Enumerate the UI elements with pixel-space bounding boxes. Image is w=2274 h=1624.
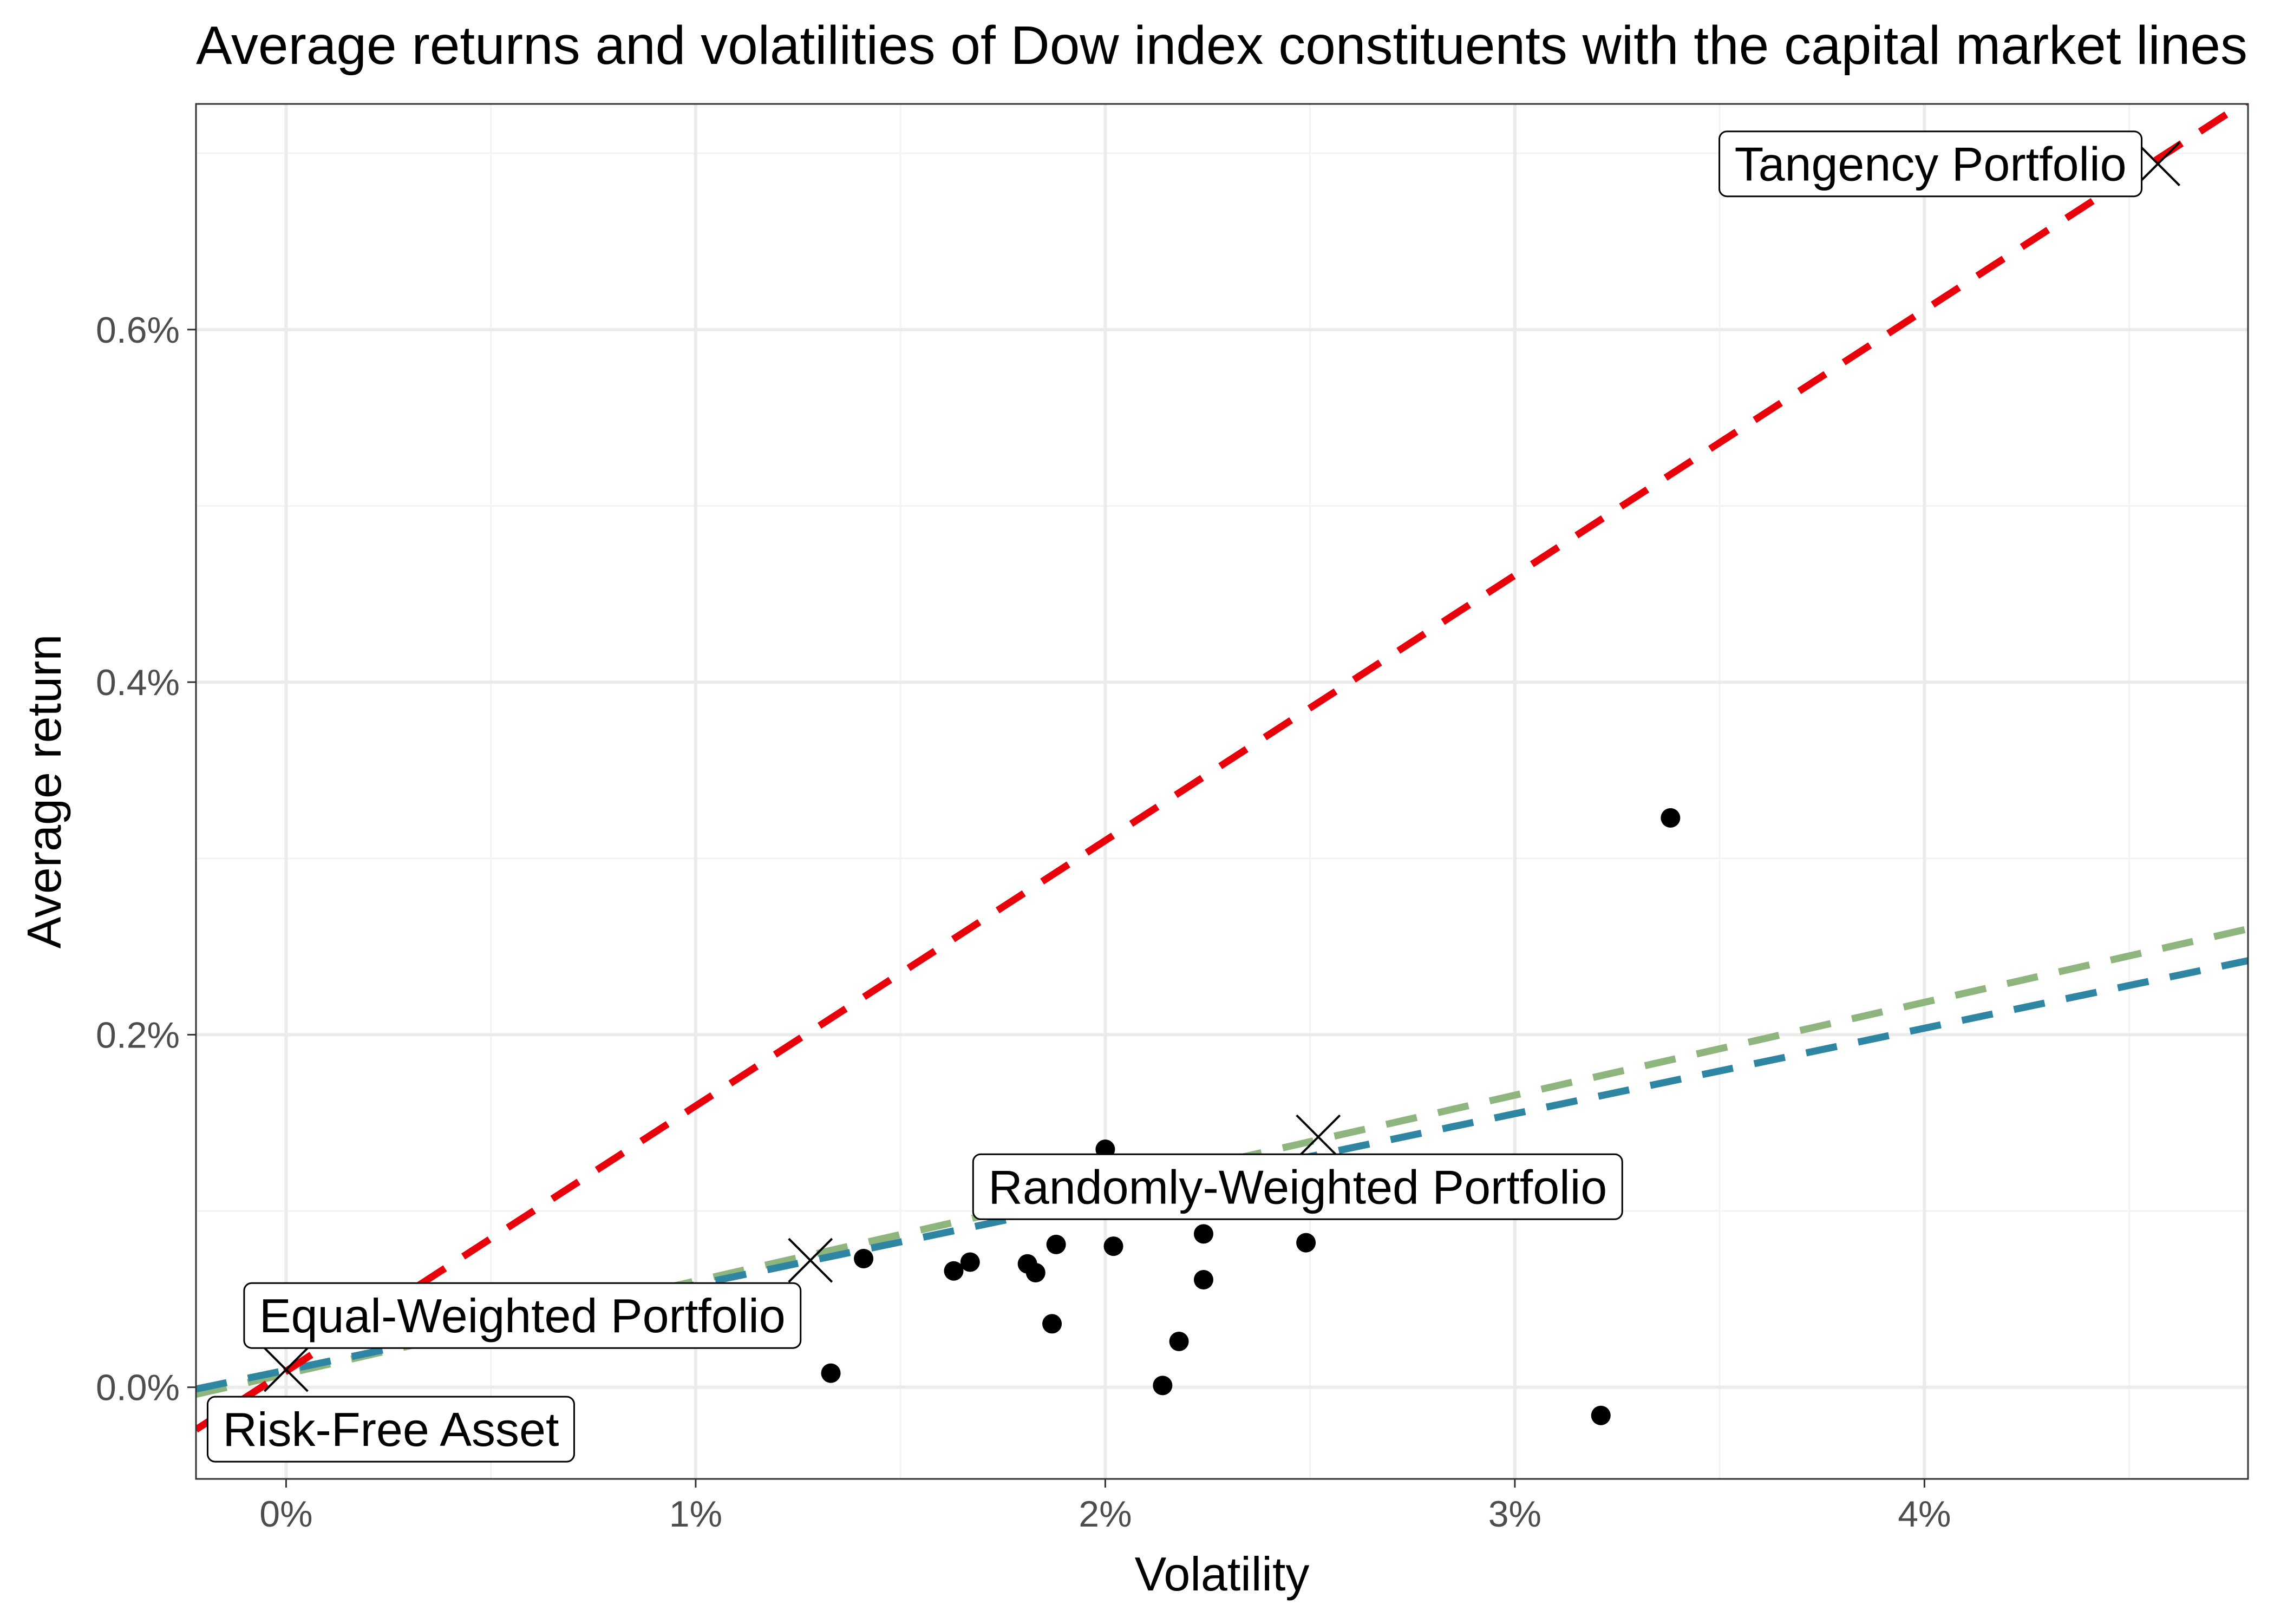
y-tick-label: 0.4% [96, 662, 180, 703]
portfolio-label-text: Risk-Free Asset [223, 1403, 559, 1456]
y-tick-label: 0.6% [96, 310, 180, 351]
stock-point [1153, 1376, 1173, 1396]
portfolio-label: Equal-Weighted Portfolio [243, 1282, 802, 1349]
portfolio-marker [1296, 1114, 1341, 1160]
x-tick-label: 3% [1488, 1494, 1541, 1535]
y-tick-label: 0.2% [96, 1014, 180, 1056]
stock-point [1661, 808, 1681, 828]
stock-point [1103, 1236, 1123, 1256]
capital-market-line [196, 925, 2248, 1398]
portfolio-label-box [972, 1153, 1623, 1220]
portfolio-marker [2135, 141, 2180, 187]
portfolio-label-box [1718, 130, 2143, 198]
x-tick-label: 0% [259, 1494, 312, 1535]
y-axis-title: Average return [17, 634, 71, 949]
chart-title: Average returns and volatilities of Dow … [196, 15, 2247, 76]
stock-point [854, 1248, 874, 1268]
x-axis-ticks: 0% 1% 2% 3% 4% [259, 1479, 1951, 1535]
portfolio-label: Tangency Portfolio [1718, 130, 2143, 198]
portfolio-marker [264, 1347, 309, 1392]
stock-point [960, 1252, 980, 1272]
stock-point [1193, 1270, 1213, 1290]
portfolio-label-text: Equal-Weighted Portfolio [259, 1289, 786, 1343]
portfolio-labels: Risk-Free Asset Equal-Weighted Portfolio R… [206, 130, 2143, 1463]
portfolio-label-box [243, 1282, 802, 1349]
stock-point [1046, 1234, 1066, 1254]
stock-point [1193, 1224, 1213, 1244]
x-axis-title: Volatility [1135, 1547, 1310, 1601]
stock-point [1169, 1332, 1189, 1351]
portfolio-label: Randomly-Weighted Portfolio [972, 1153, 1623, 1220]
portfolio-marker [788, 1237, 833, 1283]
y-axis-ticks: 0.0% 0.2% 0.4% 0.6% [96, 310, 196, 1409]
stock-point [944, 1261, 964, 1281]
stock-points [821, 808, 1681, 1425]
y-tick-label: 0.0% [96, 1367, 180, 1409]
portfolio-label-text: Tangency Portfolio [1735, 137, 2127, 191]
stock-point [821, 1363, 841, 1383]
portfolio-label: Risk-Free Asset [206, 1396, 575, 1463]
plot-panel-border [195, 103, 2249, 1480]
stock-point [1591, 1405, 1611, 1425]
portfolio-label-text: Randomly-Weighted Portfolio [988, 1160, 1607, 1214]
x-tick-label: 1% [669, 1494, 722, 1535]
x-tick-label: 4% [1898, 1494, 1951, 1535]
stock-point [1042, 1314, 1062, 1334]
x-tick-label: 2% [1079, 1494, 1132, 1535]
capital-market-lines [196, 104, 2248, 1433]
stock-point [1025, 1263, 1045, 1282]
portfolio-label-box [206, 1396, 575, 1463]
portfolio-markers [264, 141, 2180, 1392]
stock-point [1296, 1233, 1316, 1253]
grid-lines [196, 104, 2248, 1479]
capital-market-line [196, 104, 2248, 1433]
